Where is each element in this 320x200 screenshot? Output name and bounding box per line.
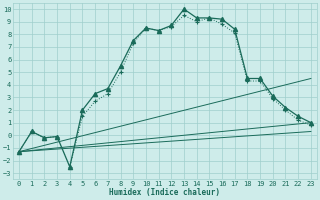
X-axis label: Humidex (Indice chaleur): Humidex (Indice chaleur) xyxy=(109,188,220,197)
